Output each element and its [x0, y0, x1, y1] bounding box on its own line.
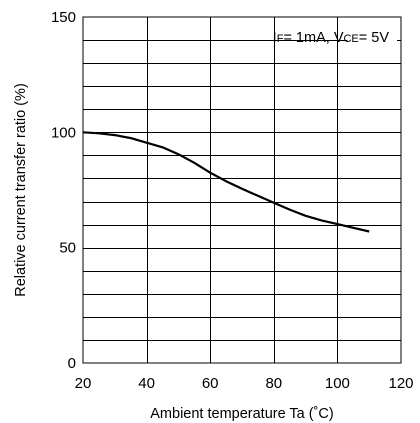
- vce-value: = 5V: [359, 30, 390, 46]
- condition-annotation: IF= 1mA, VCE= 5V: [273, 30, 390, 46]
- series-group: [82, 131, 370, 233]
- x-tick-labels: 20 40 60 80 100 120: [75, 375, 414, 392]
- y-tick-label: 0: [68, 355, 76, 372]
- series-line-0: [82, 131, 370, 233]
- x-tick-label: 60: [202, 375, 219, 392]
- if-label: I: [273, 30, 277, 46]
- vertical-gridlines: [147, 17, 338, 363]
- vce-subscript: CE: [343, 33, 358, 45]
- x-tick-label: 20: [75, 375, 92, 392]
- if-subscript: F: [277, 33, 284, 45]
- y-tick-label: 150: [51, 9, 76, 26]
- plot-frame: [82, 16, 402, 364]
- x-tick-label: 120: [388, 375, 413, 392]
- horizontal-gridlines: [83, 40, 401, 341]
- x-tick-label: 100: [325, 375, 350, 392]
- y-tick-label: 50: [59, 240, 76, 257]
- annotation-background: [347, 25, 397, 49]
- y-axis-title: Relative current transfer ratio (%): [13, 83, 29, 297]
- y-tick-label: 100: [51, 124, 76, 141]
- vce-label: V: [334, 30, 344, 46]
- x-tick-label: 80: [265, 375, 282, 392]
- x-tick-label: 40: [138, 375, 155, 392]
- if-value: = 1mA,: [283, 30, 333, 46]
- x-axis-title: Ambient temperature Ta (˚C): [150, 406, 333, 422]
- y-tick-labels: 0 50 100 150: [51, 9, 76, 372]
